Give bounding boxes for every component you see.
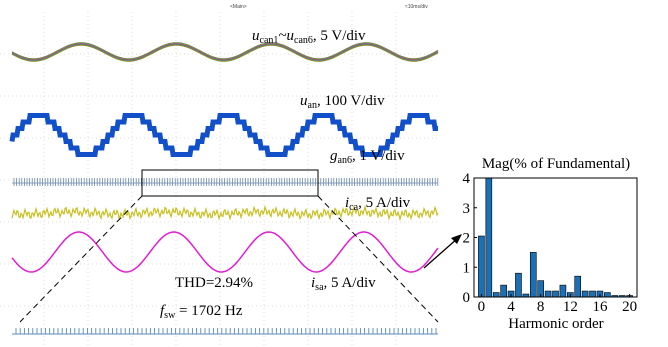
x-tick-label: 0 — [478, 299, 486, 315]
bar — [486, 178, 492, 297]
bar — [560, 285, 566, 297]
bar — [590, 291, 596, 297]
label-text: , 5 V/div — [313, 28, 366, 44]
label-subscript: sw — [164, 310, 176, 321]
label-subscript: an6 — [338, 155, 352, 166]
label-text: = 1702 Hz — [175, 303, 243, 319]
bar — [553, 291, 559, 297]
y-tick-label: 2 — [463, 231, 471, 247]
x-tick-label: 20 — [622, 299, 637, 315]
label-subscript: can1 — [260, 35, 279, 46]
x-axis-label: Harmonic order — [508, 316, 603, 332]
y-tick-label: 4 — [463, 171, 471, 187]
chart-title: Mag(% of Fundamental) — [482, 156, 630, 172]
label-text: , 100 V/div — [317, 93, 385, 109]
label-subscript: can6 — [294, 35, 313, 46]
label-text: ~u — [278, 28, 294, 44]
bar — [478, 236, 484, 297]
bar — [515, 273, 521, 297]
label-text: , 5 A/div — [358, 195, 411, 211]
x-tick-label: 4 — [507, 299, 515, 315]
bar — [575, 276, 581, 297]
x-tick-label: 16 — [592, 299, 608, 315]
label-subscript: an — [308, 100, 317, 111]
label-text: u — [252, 28, 260, 44]
scope-header: <Main> — [230, 4, 247, 10]
x-tick-label: 12 — [563, 299, 578, 315]
y-tick-label: 1 — [463, 260, 471, 276]
scope-timebase: ≈10ms/div — [405, 4, 428, 10]
bar — [582, 291, 588, 297]
label-text: u — [300, 93, 308, 109]
y-tick-label: 3 — [463, 201, 471, 217]
bar — [501, 285, 507, 297]
bar — [530, 252, 536, 297]
bar — [545, 291, 551, 297]
x-tick-label: 8 — [537, 299, 545, 315]
bar — [604, 293, 610, 297]
label-text: , 5 A/div — [324, 275, 377, 291]
y-tick-label: 0 — [463, 290, 471, 306]
thd-label: THD=2.94% — [175, 275, 253, 291]
bar — [493, 293, 499, 297]
figure: ucan1~ucan6, 5 V/divuan, 100 V/divgan6, … — [0, 0, 668, 347]
label-text: , 1 V/div — [352, 148, 405, 164]
